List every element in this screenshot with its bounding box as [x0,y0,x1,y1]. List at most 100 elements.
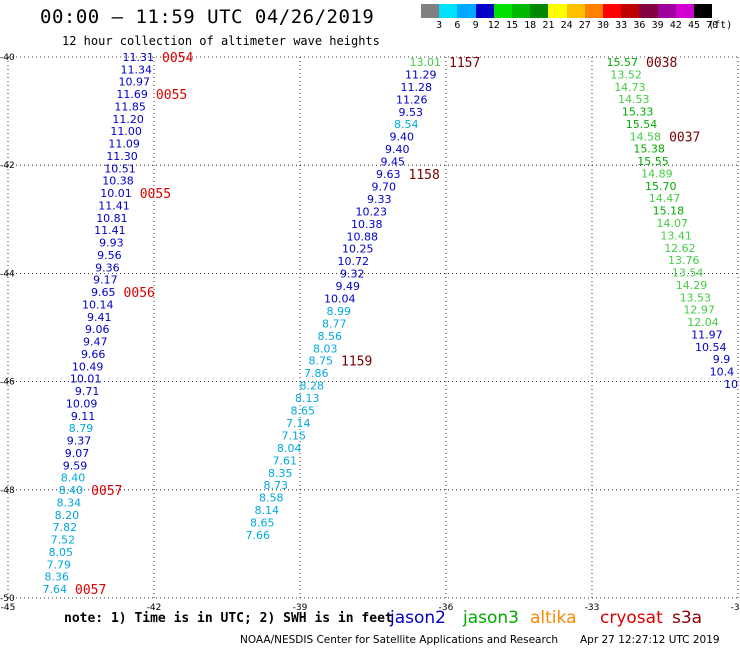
pass-time-label: 0057 [75,583,106,598]
wave-height-label: 7.82 [53,521,78,534]
wave-height-label: 10.51 [104,162,136,175]
wave-height-label: 11.41 [94,224,126,237]
wave-height-label: 9.63 [376,168,401,181]
wave-height-label: 13.52 [610,68,642,81]
wave-height-label: 10.54 [695,341,727,354]
legend-label: 33 [615,20,628,31]
legend-label: 27 [578,20,591,31]
pass-time-label: 0057 [91,484,122,499]
wave-height-label: 9.07 [65,447,90,460]
lon-tick-label: -36 [439,603,454,613]
wave-height-label: 8.79 [69,422,94,435]
wave-height-label: 13.53 [680,291,712,304]
wave-height-label: 8.73 [264,479,289,492]
lon-tick-label: -33 [585,603,600,613]
legend-swatch [421,4,440,18]
wave-height-label: 8.05 [49,546,74,559]
note-text: note: 1) Time is in UTC; 2) SWH is in fe… [64,611,393,626]
wave-height-label: 11.34 [120,63,152,76]
wave-height-label: 9.59 [63,459,88,472]
wave-height-label: 9.40 [390,131,415,144]
lat-tick-label: -46 [0,378,15,388]
wave-height-label: 9.66 [81,348,106,361]
wave-height-label: 10.04 [324,293,356,306]
legend-swatch [675,4,694,18]
legend-label: 30 [596,20,610,31]
lat-tick-label: -50 [0,594,15,604]
wave-height-label: 8.36 [45,571,70,584]
wave-height-label: 8.54 [394,118,419,131]
lat-tick-label: -40 [0,53,15,63]
wave-height-label: 7.86 [304,367,329,380]
wave-height-label: 14.29 [676,279,708,292]
wave-height-label: 8.20 [55,509,80,522]
satellite-label: jason2 [390,608,446,628]
pass-time-label: 0038 [646,56,677,71]
legend-label: 12 [487,20,500,31]
wave-height-label: 8.99 [327,305,352,318]
wave-height-label: 8.77 [322,317,347,330]
legend-label: 39 [651,20,664,31]
pass-time-label: 1158 [409,168,440,183]
legend-swatch [657,4,676,18]
satellite-label: s3a [672,608,703,628]
wave-height-label: 10.25 [342,243,374,256]
legend-swatch [566,4,585,18]
lon-tick-label: -30 [731,603,740,613]
wave-height-label: 14.73 [614,81,646,94]
legend-swatch [493,4,512,18]
wave-height-label: 10.49 [72,360,104,373]
wave-height-label: 10 [724,378,738,391]
wave-height-label: 7.61 [273,454,298,467]
wave-height-label: 14.53 [618,93,650,106]
wave-height-label: 14.58 [630,130,662,143]
wave-height-label: 8.40 [59,484,84,497]
wave-height-label: 9.06 [85,323,110,336]
pass-time-label: 0056 [124,286,155,301]
lon-tick-label: -42 [147,603,162,613]
wave-height-label: 9.45 [381,156,406,169]
satellite-label: jason3 [463,608,519,628]
wave-height-label: 10.38 [102,175,134,188]
wave-height-label: 7.14 [286,417,311,430]
wave-height-label: 11.09 [108,138,140,151]
legend-label: 6 [454,20,461,31]
wave-height-label: 15.54 [626,118,658,131]
wave-height-label: 7.64 [43,583,68,596]
wave-height-label: 12.97 [683,304,715,317]
wave-height-label: 9.41 [87,311,112,324]
legend-swatch [439,4,458,18]
wave-height-label: 9.65 [91,286,116,299]
wave-height-label: 9.70 [372,180,397,193]
legend-label: 21 [542,20,555,31]
legend-swatch [584,4,603,18]
wave-height-label: 7.52 [51,534,76,547]
wave-height-label: 9.11 [71,410,96,423]
wave-height-label: 9.40 [385,143,410,156]
legend-label: 36 [633,20,646,31]
wave-height-label: 8.35 [268,467,293,480]
wave-height-label: 11.28 [401,81,433,94]
wave-height-label: 10.81 [96,212,128,225]
wave-height-label: 14.89 [641,167,673,180]
wave-height-label: 10.09 [66,397,98,410]
legend-unit: (ft) [708,20,733,31]
wave-height-label: 8.14 [255,504,280,517]
wave-height-label: 13.76 [668,254,700,267]
satellite-label: altika [530,608,577,628]
wave-height-label: 14.47 [649,192,681,205]
wave-height-label: 8.28 [300,380,325,393]
wave-height-label: 10.72 [338,255,370,268]
wave-height-label: 11.69 [116,88,148,101]
legend-swatch [457,4,476,18]
legend-swatch [639,4,658,18]
pass-time-label: 0055 [156,88,187,103]
legend-label: 15 [505,20,519,31]
wave-height-label: 9.17 [93,274,118,287]
lon-tick-label: -45 [1,603,16,613]
wave-height-label: 8.56 [318,330,343,343]
satellite-label: cryosat [600,608,663,628]
wave-height-label: 13.41 [660,229,692,242]
map-title: 00:00 – 11:59 UTC 04/26/2019 [40,6,375,28]
